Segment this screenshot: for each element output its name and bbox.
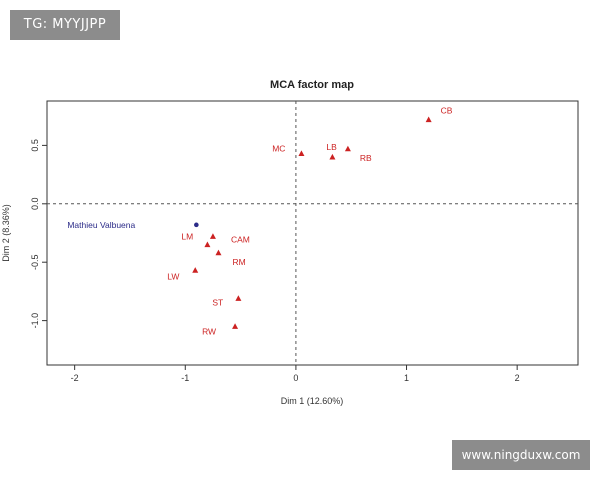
point-label: ST (212, 297, 223, 307)
triangle-marker (235, 295, 242, 301)
point-label: CAM (231, 235, 250, 245)
point-mathieu-valbuena: Mathieu Valbuena (67, 220, 199, 230)
triangle-marker (215, 249, 222, 256)
reference-lines (47, 101, 578, 365)
point-st: ST (212, 295, 242, 307)
y-axis: -1.0 -0.5 0.0 0.5 (30, 139, 47, 328)
point-label: Mathieu Valbuena (67, 220, 135, 230)
triangle-marker (204, 241, 211, 248)
watermark-top: TG: MYYJJPP (10, 10, 120, 40)
point-label: RB (360, 153, 372, 163)
point-rw: RW (202, 323, 239, 336)
point-label: LW (167, 271, 179, 281)
watermark-bottom: www.ningduxw.com (452, 440, 590, 470)
point-label: LM (181, 232, 193, 242)
x-axis: -2 -1 0 1 2 (71, 365, 520, 383)
y-axis-label: Dim 2 (8.36%) (1, 204, 11, 262)
x-tick-label: 2 (515, 373, 520, 383)
point-label: CB (441, 106, 453, 116)
point-cam: CAM (209, 233, 250, 245)
point-label: LB (326, 142, 337, 152)
point-lw: LW (167, 267, 199, 281)
y-tick-label: -1.0 (30, 313, 40, 329)
x-axis-label: Dim 1 (12.60%) (281, 396, 344, 406)
circle-marker (194, 222, 199, 228)
point-lb: LB (326, 142, 337, 160)
y-tick-label: 0.5 (30, 139, 40, 152)
y-tick-label: 0.0 (30, 198, 40, 211)
point-rb: RB (344, 145, 372, 163)
x-tick-label: 0 (293, 373, 298, 383)
plot-frame (46, 100, 579, 366)
triangle-marker (344, 145, 351, 152)
y-tick-label: -0.5 (30, 254, 40, 270)
x-tick-label: -2 (71, 373, 79, 383)
x-tick-label: 1 (404, 373, 409, 383)
point-label: RM (232, 257, 245, 267)
triangle-marker (425, 116, 432, 123)
point-rm: RM (215, 249, 246, 267)
point-mc: MC (272, 144, 305, 156)
triangle-marker (192, 267, 199, 273)
point-label: RW (202, 326, 216, 336)
point-cb: CB (425, 106, 453, 123)
triangle-marker (209, 233, 216, 239)
point-label: MC (272, 144, 285, 154)
x-tick-label: -1 (181, 373, 189, 383)
triangle-marker (232, 323, 239, 329)
chart-title: MCA factor map (270, 79, 354, 91)
data-points: CB LB RB MC CAM LM RM LW ST RW Mathieu Valbuena (67, 106, 452, 337)
point-lm: LM (181, 232, 211, 248)
triangle-marker (298, 150, 305, 156)
triangle-marker (329, 153, 336, 160)
